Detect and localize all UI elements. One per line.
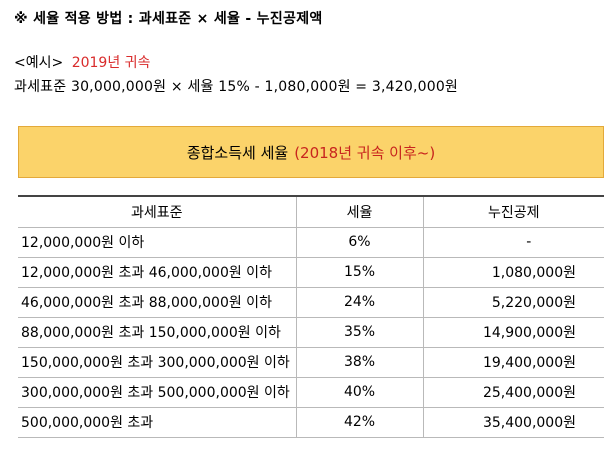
table-row: 300,000,000원 초과 500,000,000원 이하 40% 25,4… — [18, 377, 604, 407]
table-row: 12,000,000원 초과 46,000,000원 이하 15% 1,080,… — [18, 257, 604, 287]
tax-base-cell: 12,000,000원 초과 46,000,000원 이하 — [18, 257, 296, 287]
header-deduction: 누진공제 — [423, 196, 604, 227]
table-title-box: 종합소득세 세율 (2018년 귀속 이후~) — [18, 126, 604, 178]
tax-rate-table: 과세표준 세율 누진공제 12,000,000원 이하 6% - 12,000,… — [18, 195, 604, 438]
example-formula: 과세표준 30,000,000원 × 세율 15% - 1,080,000원 =… — [14, 76, 458, 96]
tax-base-cell: 46,000,000원 초과 88,000,000원 이하 — [18, 287, 296, 317]
deduction-cell: 19,400,000원 — [423, 347, 604, 377]
deduction-cell: 1,080,000원 — [423, 257, 604, 287]
header-rate: 세율 — [296, 196, 423, 227]
tax-base-cell: 300,000,000원 초과 500,000,000원 이하 — [18, 377, 296, 407]
rate-cell: 15% — [296, 257, 423, 287]
rate-cell: 40% — [296, 377, 423, 407]
example-line: <예시> 2019년 귀속 — [14, 52, 150, 72]
example-year: 2019년 귀속 — [72, 55, 151, 71]
rate-cell: 6% — [296, 227, 423, 257]
rate-cell: 24% — [296, 287, 423, 317]
rate-cell: 38% — [296, 347, 423, 377]
deduction-cell: - — [423, 227, 604, 257]
tax-base-cell: 150,000,000원 초과 300,000,000원 이하 — [18, 347, 296, 377]
table-title-period: (2018년 귀속 이후~) — [294, 142, 435, 163]
deduction-cell: 5,220,000원 — [423, 287, 604, 317]
tax-base-cell: 12,000,000원 이하 — [18, 227, 296, 257]
table-row: 12,000,000원 이하 6% - — [18, 227, 604, 257]
table-row: 46,000,000원 초과 88,000,000원 이하 24% 5,220,… — [18, 287, 604, 317]
page-heading: ※ 세율 적용 방법 : 과세표준 × 세율 - 누진공제액 — [14, 8, 323, 28]
header-tax-base: 과세표준 — [18, 196, 296, 227]
table-row: 88,000,000원 초과 150,000,000원 이하 35% 14,90… — [18, 317, 604, 347]
tax-base-cell: 88,000,000원 초과 150,000,000원 이하 — [18, 317, 296, 347]
table-title: 종합소득세 세율 — [187, 142, 288, 163]
table-row: 150,000,000원 초과 300,000,000원 이하 38% 19,4… — [18, 347, 604, 377]
rate-cell: 35% — [296, 317, 423, 347]
tax-base-cell: 500,000,000원 초과 — [18, 407, 296, 437]
table-row: 500,000,000원 초과 42% 35,400,000원 — [18, 407, 604, 437]
example-label: <예시> — [14, 55, 63, 71]
deduction-cell: 14,900,000원 — [423, 317, 604, 347]
deduction-cell: 35,400,000원 — [423, 407, 604, 437]
deduction-cell: 25,400,000원 — [423, 377, 604, 407]
table-header-row: 과세표준 세율 누진공제 — [18, 196, 604, 227]
rate-cell: 42% — [296, 407, 423, 437]
